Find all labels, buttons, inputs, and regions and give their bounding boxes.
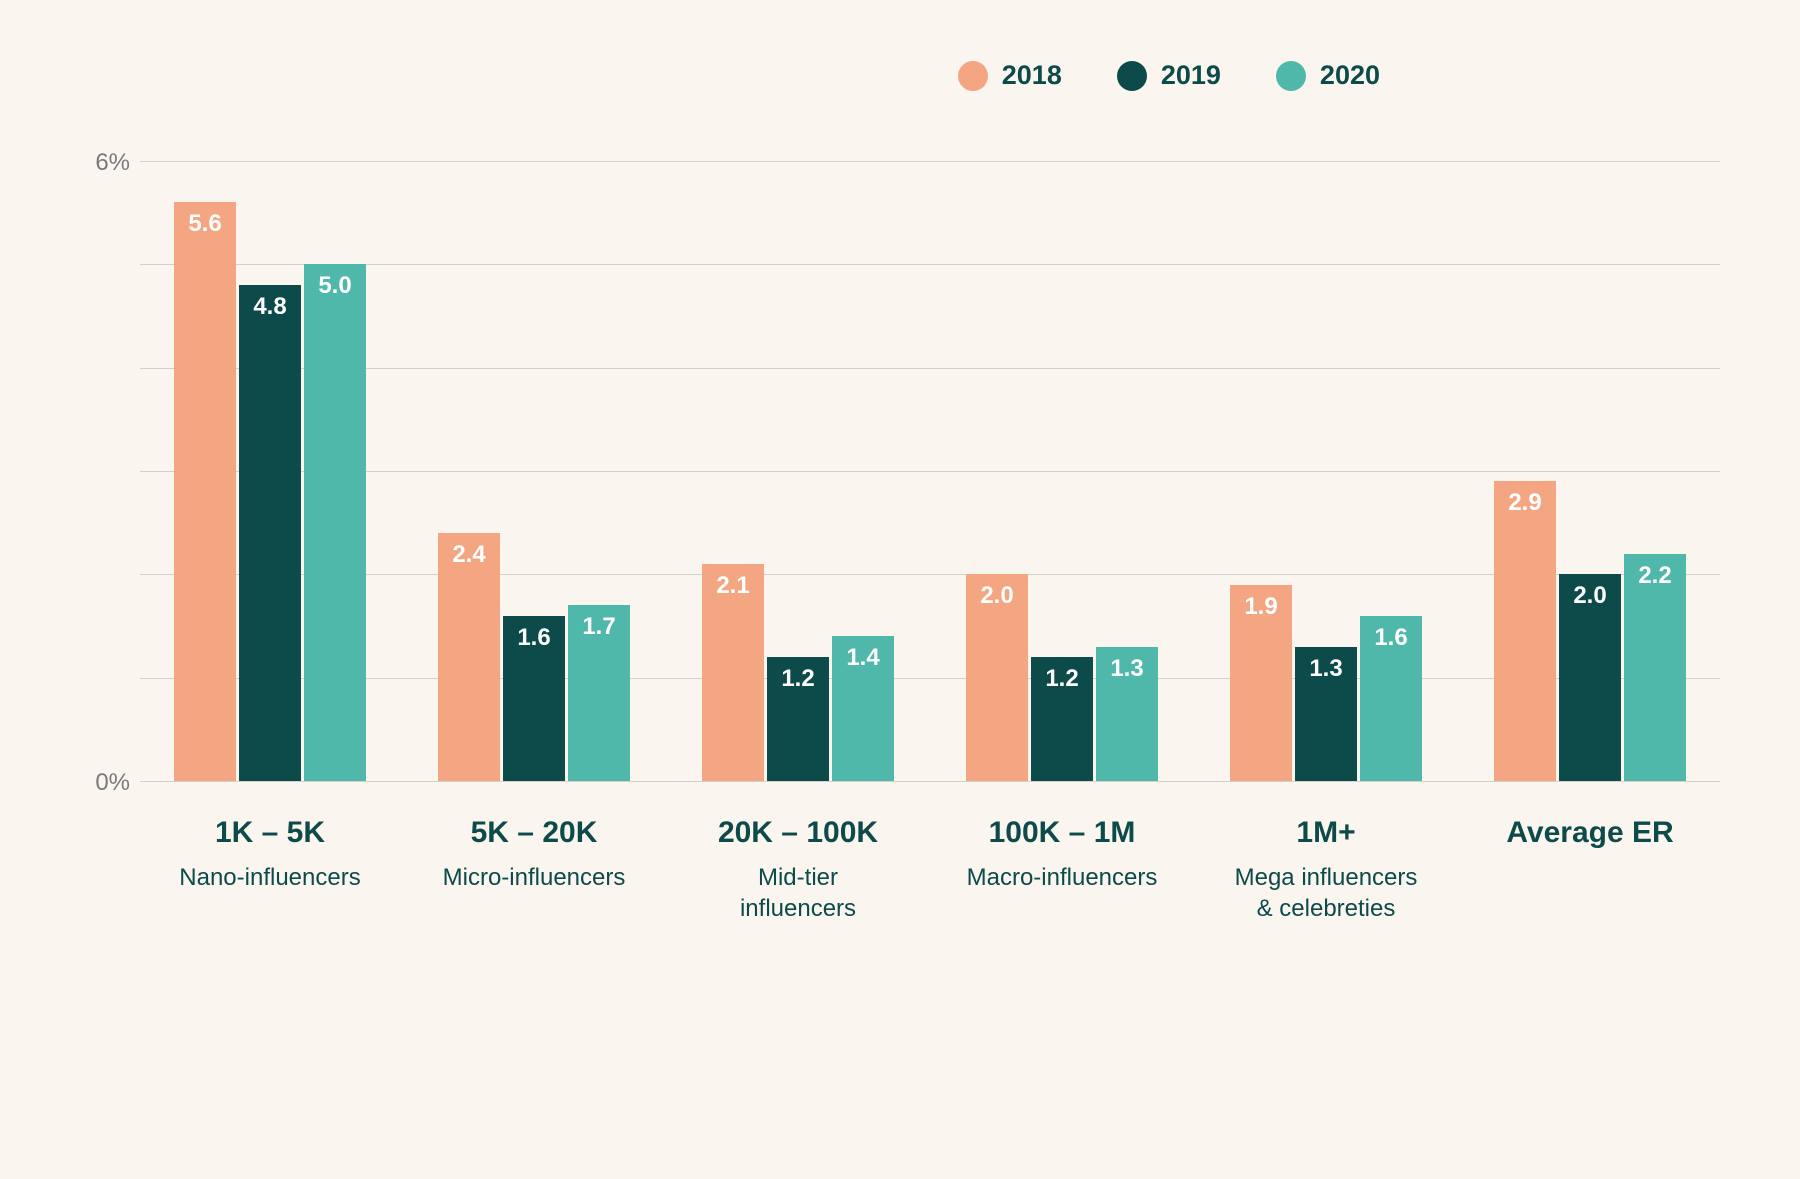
- x-label-secondary: Mid-tier influencers: [698, 862, 898, 924]
- legend-item-2018: 2018: [958, 60, 1062, 91]
- x-label-group: 1K – 5K Nano-influencers: [170, 816, 370, 924]
- x-label-secondary: Micro-influencers: [434, 862, 634, 893]
- x-label-primary: Average ER: [1490, 816, 1690, 850]
- bar: 1.3: [1295, 647, 1357, 781]
- bar-group: 2.4 1.6 1.7: [434, 161, 634, 781]
- bar-value-label: 2.1: [716, 572, 749, 600]
- bar: 1.6: [1360, 616, 1422, 781]
- bar-group: 2.1 1.2 1.4: [698, 161, 898, 781]
- legend-dot-icon: [958, 61, 988, 91]
- bar: 1.9: [1230, 585, 1292, 781]
- bar: 2.4: [438, 533, 500, 781]
- bars-container: 5.64.85.02.41.61.72.11.21.42.01.21.31.91…: [170, 161, 1690, 781]
- bar-group: 2.9 2.0 2.2: [1490, 161, 1690, 781]
- bar-value-label: 1.6: [1374, 624, 1407, 652]
- gridline: [140, 781, 1720, 782]
- bar-value-label: 2.2: [1638, 562, 1671, 590]
- chart-container: 0%6% 5.64.85.02.41.61.72.11.21.42.01.21.…: [140, 161, 1720, 924]
- bar: 1.7: [568, 605, 630, 781]
- bar: 1.6: [503, 616, 565, 781]
- x-label-primary: 1M+: [1226, 816, 1426, 850]
- bar: 1.2: [767, 657, 829, 781]
- bar: 5.6: [174, 202, 236, 781]
- x-label-group: 5K – 20K Micro-influencers: [434, 816, 634, 924]
- bar-value-label: 1.4: [846, 644, 879, 672]
- bar: 2.9: [1494, 481, 1556, 781]
- legend-label: 2018: [1002, 60, 1062, 91]
- chart-legend: 2018 2019 2020: [80, 60, 1720, 91]
- y-tick-label: 0%: [80, 769, 130, 797]
- bar-value-label: 4.8: [253, 293, 286, 321]
- y-tick-label: 6%: [80, 149, 130, 177]
- bar-value-label: 2.0: [1573, 582, 1606, 610]
- x-label-secondary: Nano-influencers: [170, 862, 370, 893]
- bar-value-label: 1.6: [517, 624, 550, 652]
- x-label-group: 20K – 100K Mid-tier influencers: [698, 816, 898, 924]
- bar-value-label: 1.2: [781, 665, 814, 693]
- bar-value-label: 1.2: [1045, 665, 1078, 693]
- bar: 5.0: [304, 264, 366, 781]
- x-label-secondary: Mega influencers & celebreties: [1226, 862, 1426, 924]
- bar-value-label: 2.0: [980, 582, 1013, 610]
- bar: 1.4: [832, 636, 894, 781]
- x-label-group: 1M+ Mega influencers & celebreties: [1226, 816, 1426, 924]
- bar-group: 1.9 1.3 1.6: [1226, 161, 1426, 781]
- legend-item-2020: 2020: [1276, 60, 1380, 91]
- x-label-group: 100K – 1M Macro-influencers: [962, 816, 1162, 924]
- bar-value-label: 5.0: [318, 272, 351, 300]
- bar-value-label: 5.6: [188, 210, 221, 238]
- bar-value-label: 1.9: [1244, 593, 1277, 621]
- bar: 1.3: [1096, 647, 1158, 781]
- bar-value-label: 2.9: [1508, 489, 1541, 517]
- x-label-secondary: Macro-influencers: [962, 862, 1162, 893]
- bar-value-label: 2.4: [452, 541, 485, 569]
- x-label-primary: 5K – 20K: [434, 816, 634, 850]
- x-label-group: Average ER: [1490, 816, 1690, 924]
- x-label-primary: 100K – 1M: [962, 816, 1162, 850]
- x-label-primary: 1K – 5K: [170, 816, 370, 850]
- legend-dot-icon: [1117, 61, 1147, 91]
- bar: 2.2: [1624, 554, 1686, 781]
- x-label-primary: 20K – 100K: [698, 816, 898, 850]
- bar-group: 2.0 1.2 1.3: [962, 161, 1162, 781]
- bar-group: 5.6 4.8 5.0: [170, 161, 370, 781]
- bar-value-label: 1.3: [1110, 655, 1143, 683]
- x-axis-labels: 1K – 5K Nano-influencers 5K – 20K Micro-inf…: [170, 816, 1690, 924]
- legend-item-2019: 2019: [1117, 60, 1221, 91]
- bar: 2.1: [702, 564, 764, 781]
- bar-value-label: 1.3: [1309, 655, 1342, 683]
- bar: 2.0: [1559, 574, 1621, 781]
- plot-area: 0%6% 5.64.85.02.41.61.72.11.21.42.01.21.…: [140, 161, 1720, 781]
- legend-label: 2020: [1320, 60, 1380, 91]
- bar: 1.2: [1031, 657, 1093, 781]
- legend-label: 2019: [1161, 60, 1221, 91]
- legend-dot-icon: [1276, 61, 1306, 91]
- bar-value-label: 1.7: [582, 613, 615, 641]
- bar: 4.8: [239, 285, 301, 781]
- bar: 2.0: [966, 574, 1028, 781]
